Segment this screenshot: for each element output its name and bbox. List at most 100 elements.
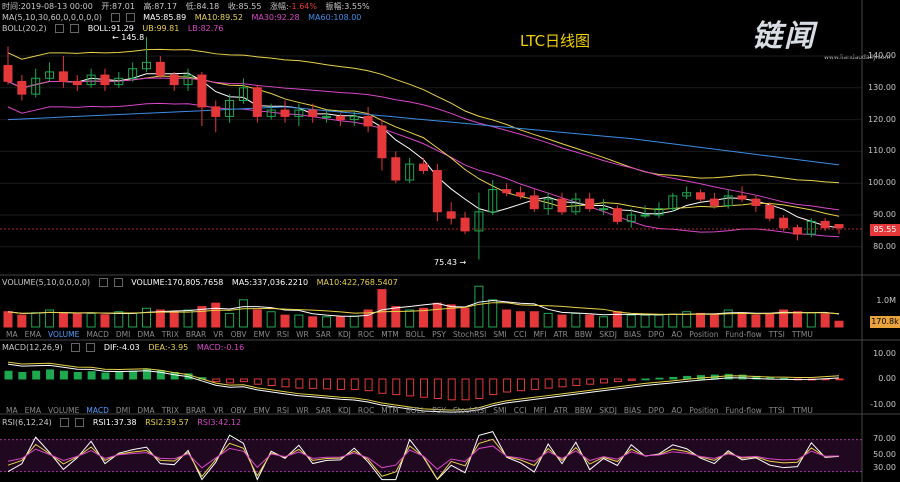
indicator-tab-ema[interactable]: EMA [24,406,41,415]
indicator-tab-roc[interactable]: ROC [357,406,375,415]
indicator-tab-volume[interactable]: VOLUME [47,330,80,339]
eye-icon[interactable] [71,343,81,352]
indicator-tab-ttsi[interactable]: TTSI [768,406,785,415]
indicator-tab-sar[interactable]: SAR [315,330,331,339]
candle-body [266,109,276,117]
indicator-tab-kdj[interactable]: KDJ [337,406,351,415]
indicator-tab-boll[interactable]: BOLL [405,406,426,415]
indicator-tab-vr[interactable]: VR [213,406,224,415]
candle-body [197,74,207,108]
indicator-tab-obv[interactable]: OBV [230,330,247,339]
indicator-tab-ao[interactable]: AO [671,330,683,339]
indicator-tab-dma[interactable]: DMA [137,406,155,415]
candle-body [252,87,262,117]
price-axis-label: 110.00 [868,146,896,156]
volume-bar [696,312,705,328]
indicator-tab-macd[interactable]: MACD [86,330,109,339]
eye-icon[interactable] [60,418,70,427]
indicator-tabs-macd: MA EMA VOLUME MACD DMI DMA TRIX BRAR VR OBV EMV RSI… [6,406,820,416]
indicator-tab-ao[interactable]: AO [671,406,683,415]
close-icon[interactable] [113,278,123,287]
indicator-tab-position[interactable]: Position [689,406,719,415]
candle-body [183,74,193,86]
indicator-tab-atr[interactable]: ATR [553,406,568,415]
close-icon[interactable] [75,418,85,427]
candle-body [17,80,27,95]
indicator-tab-dpo[interactable]: DPO [648,330,665,339]
volume-bar [543,312,553,328]
indicator-tab-rsi[interactable]: RSI [276,406,290,415]
indicator-tab-mfi[interactable]: MFI [533,330,547,339]
macd-dif: DIF:-4.03 [103,343,140,352]
indicator-tab-emv[interactable]: EMV [253,330,270,339]
indicator-tab-mtm[interactable]: MTM [381,330,399,339]
close-icon[interactable] [125,13,135,22]
indicator-tab-ema[interactable]: EMA [24,330,41,339]
indicator-tab-mfi[interactable]: MFI [533,406,547,415]
volume-bar [419,307,428,328]
indicator-tab-emv[interactable]: EMV [253,406,270,415]
indicator-tab-trix[interactable]: TRIX [161,330,179,339]
indicator-tab-bias[interactable]: BIAS [623,330,642,339]
indicator-tab-dmi[interactable]: DMI [115,406,131,415]
indicator-tab-bbw[interactable]: BBW [574,330,593,339]
indicator-tab-wr[interactable]: WR [296,406,309,415]
indicator-tab-psy[interactable]: PSY [432,406,446,415]
candle-body [211,106,221,117]
indicator-tab-rsi[interactable]: RSI [276,330,290,339]
rsi3-line [7,445,840,470]
indicator-tab-psy[interactable]: PSY [432,330,446,339]
indicator-tab-stochrsi[interactable]: StochRSI [452,330,487,339]
indicator-tab-smi[interactable]: SMI [493,330,507,339]
indicator-tab-dpo[interactable]: DPO [648,406,665,415]
indicator-tab-dma[interactable]: DMA [137,330,155,339]
indicator-tab-obv[interactable]: OBV [230,406,247,415]
indicator-tab-ma[interactable]: MA [6,406,18,415]
indicator-tab-bbw[interactable]: BBW [574,406,593,415]
indicator-tab-ttmu[interactable]: TTMU [791,330,813,339]
indicator-tab-fund-flow[interactable]: Fund-flow [725,330,762,339]
macd-bar [295,378,304,389]
indicator-tab-wr[interactable]: WR [296,330,309,339]
eye-icon[interactable] [98,278,108,287]
price-axis-label: 90.00 [873,210,896,219]
indicator-tab-smi[interactable]: SMI [493,406,507,415]
indicator-tab-trix[interactable]: TRIX [161,406,179,415]
eye-icon[interactable] [55,24,65,33]
volume-bar [557,314,567,328]
indicator-tab-mtm[interactable]: MTM [381,406,399,415]
indicator-tab-volume[interactable]: VOLUME [47,406,80,415]
indicator-tab-brar[interactable]: BRAR [185,406,207,415]
indicator-tab-boll[interactable]: BOLL [405,330,426,339]
indicator-tab-sar[interactable]: SAR [315,406,331,415]
indicator-tab-ma[interactable]: MA [6,330,18,339]
close-value: 收:85.55 [227,2,262,11]
indicator-tab-atr[interactable]: ATR [553,330,568,339]
indicator-tab-dmi[interactable]: DMI [115,330,131,339]
volume-bar [31,312,41,328]
price-axis-label: 120.00 [868,114,896,124]
indicator-tab-fund-flow[interactable]: Fund-flow [725,406,762,415]
indicator-tab-bias[interactable]: BIAS [623,406,642,415]
indicator-tab-skdj[interactable]: SKDJ [599,330,617,339]
indicator-tab-cci[interactable]: CCI [513,330,527,339]
indicator-tab-ttsi[interactable]: TTSI [768,330,785,339]
indicator-tab-skdj[interactable]: SKDJ [599,406,617,415]
indicator-tab-brar[interactable]: BRAR [185,330,207,339]
eye-icon[interactable] [110,13,120,22]
indicator-tab-roc[interactable]: ROC [357,330,375,339]
volume-bar [128,312,138,328]
indicator-tab-ttmu[interactable]: TTMU [791,406,813,415]
indicator-tab-macd[interactable]: MACD [86,406,109,415]
indicator-tab-kdj[interactable]: KDJ [337,330,351,339]
indicator-tab-stochrsi[interactable]: StochRSI [452,406,487,415]
boll-lb-value: LB:82.76 [187,24,224,33]
volume-ma5: MA5:337,036.2210 [231,278,309,287]
indicator-tab-vr[interactable]: VR [213,330,224,339]
close-icon[interactable] [86,343,96,352]
close-icon[interactable] [70,24,80,33]
indicator-tab-cci[interactable]: CCI [513,406,527,415]
macd-bar [669,376,678,380]
macd-bar [212,378,221,383]
indicator-tab-position[interactable]: Position [689,330,719,339]
